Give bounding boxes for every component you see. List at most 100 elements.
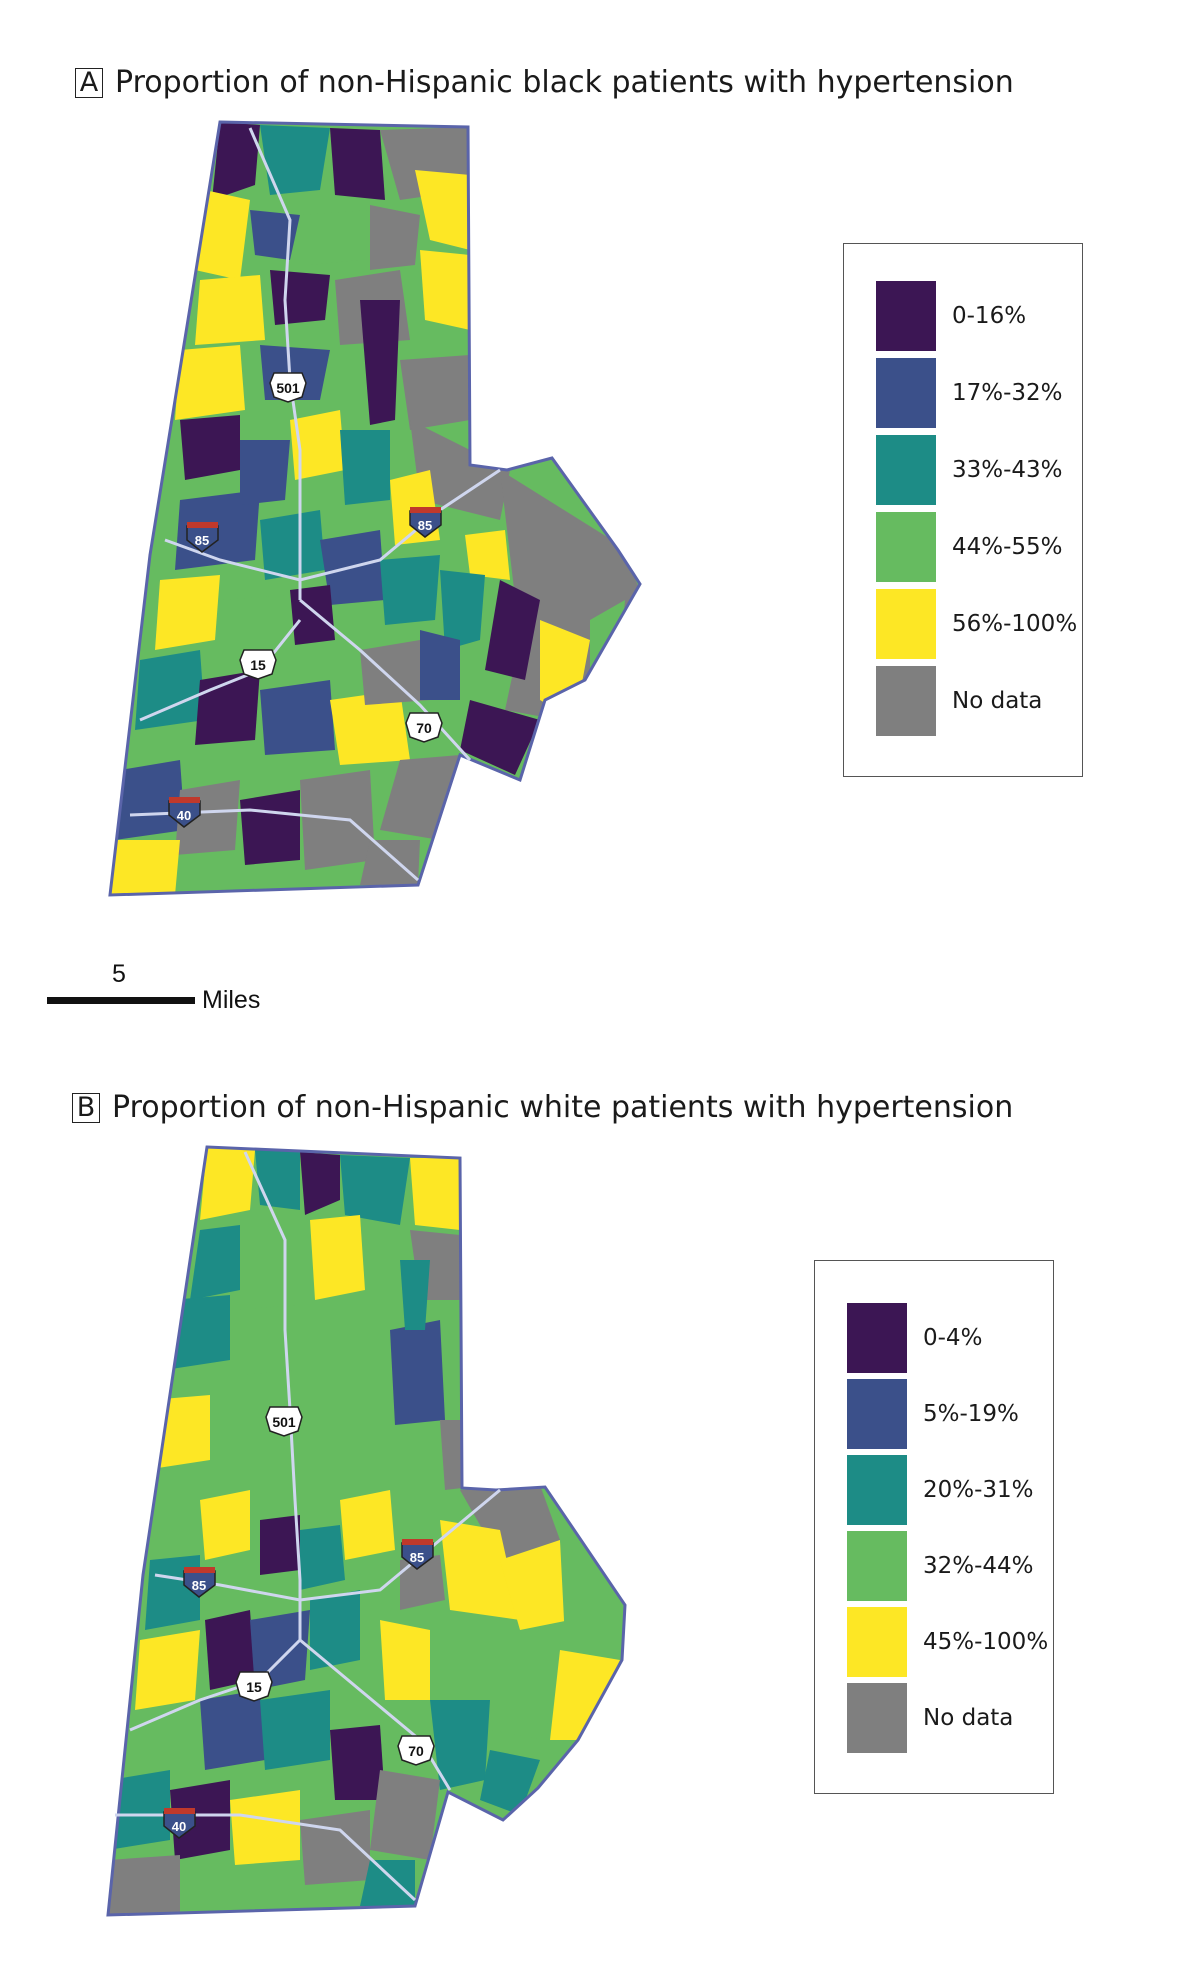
legend-b: 0-4% 5%-19% 20%-31% 32%-44% 45%-100% No … <box>814 1260 1054 1794</box>
map-a-region <box>380 555 440 625</box>
legend-a: 0-16% 17%-32% 33%-43% 44%-55% 56%-100% N… <box>843 243 1083 777</box>
i40-shield-icon: 40 <box>168 797 201 828</box>
map-b-region <box>440 1420 462 1490</box>
i85-west-shield-label: 85 <box>192 1578 206 1593</box>
map-b-region <box>260 1690 330 1770</box>
map-a-region <box>300 210 370 265</box>
scale-bar-unit: Miles <box>202 986 261 1014</box>
i85-west-shield-icon: 85 <box>183 1567 216 1598</box>
map-b-region <box>250 1610 310 1690</box>
map-a-region <box>195 275 265 345</box>
map-b-region <box>400 1555 445 1610</box>
i40-shield-icon: 40 <box>163 1808 196 1839</box>
us-15-shield-icon: 15 <box>239 649 277 680</box>
us-501-shield-icon: 501 <box>265 1406 303 1437</box>
legend-b-label: 20%-31% <box>923 1477 1034 1503</box>
map-b-region <box>380 1620 430 1700</box>
map-b-region <box>400 1260 430 1330</box>
map-b-region <box>360 1860 415 1906</box>
map-b-region <box>108 1770 170 1850</box>
us-15-shield-label: 15 <box>250 657 266 673</box>
legend-a-item: No data <box>876 666 1042 736</box>
map-a-region <box>360 840 420 885</box>
i85-east-shield-icon: 85 <box>409 507 442 538</box>
us-70-shield-icon: 70 <box>397 1735 435 1766</box>
legend-a-swatch <box>876 435 936 505</box>
legend-b-label: 32%-44% <box>923 1553 1034 1579</box>
map-b-region <box>490 1640 560 1740</box>
map-b-region <box>410 1158 460 1230</box>
us-70-shield-label: 70 <box>408 1743 424 1759</box>
panel-b-title-text: Proportion of non-Hispanic white patient… <box>112 1090 1014 1125</box>
map-b-region <box>390 1320 445 1425</box>
map-a-region <box>420 250 470 330</box>
map-a-region <box>290 585 335 645</box>
i85-east-shield-label: 85 <box>418 518 432 533</box>
legend-a-label: 33%-43% <box>952 457 1063 483</box>
map-a-region <box>220 595 290 665</box>
us-70-shield-icon: 70 <box>405 712 443 743</box>
legend-b-swatch <box>847 1531 907 1601</box>
legend-a-label: 17%-32% <box>952 380 1063 406</box>
map-a-region <box>420 630 460 700</box>
us-70-shield-label: 70 <box>416 720 432 736</box>
legend-a-label: No data <box>952 688 1043 714</box>
legend-a-swatch <box>876 666 936 736</box>
legend-a-item: 56%-100% <box>876 589 1077 659</box>
legend-a-swatch <box>876 589 936 659</box>
scale-bar-value: 5 <box>112 960 126 988</box>
legend-b-label: No data <box>923 1705 1014 1731</box>
map-a-region <box>290 410 345 480</box>
map-a-region <box>155 575 220 650</box>
legend-a-label: 44%-55% <box>952 534 1063 560</box>
map-a-region <box>195 190 250 280</box>
legend-a-label: 0-16% <box>952 303 1027 329</box>
map-b-region <box>255 1150 300 1210</box>
map-b-region <box>190 1225 240 1300</box>
map-a-region <box>270 270 330 325</box>
us-15-shield-icon: 15 <box>235 1671 273 1702</box>
legend-a-label: 56%-100% <box>952 611 1078 637</box>
map-a-region <box>410 420 510 520</box>
panel-a-title: A Proportion of non-Hispanic black patie… <box>75 65 1014 100</box>
i85-west-shield-label: 85 <box>195 533 209 548</box>
legend-a-swatch <box>876 512 936 582</box>
map-b-region <box>300 1810 370 1885</box>
map-a-region <box>460 700 540 775</box>
i40-shield-label: 40 <box>172 1819 186 1834</box>
legend-a-item: 17%-32% <box>876 358 1063 428</box>
map-a-region <box>440 570 485 650</box>
map-b-region <box>330 1725 385 1800</box>
legend-a-swatch <box>876 281 936 351</box>
legend-b-swatch <box>847 1379 907 1449</box>
us-501-shield-label: 501 <box>272 1414 296 1430</box>
map-a-region <box>485 580 540 680</box>
map-b-region <box>260 1515 300 1575</box>
map-a-region <box>340 430 390 505</box>
road-us70-a <box>299 598 472 762</box>
map-a-region <box>240 440 290 505</box>
map-a-region <box>195 670 260 745</box>
map-b-region <box>135 1630 200 1710</box>
map-b-region <box>340 1155 410 1225</box>
map-b-region <box>550 1650 620 1740</box>
panel-b-letter: B <box>72 1092 100 1123</box>
us-15-shield-label: 15 <box>246 1679 262 1695</box>
map-b-region <box>230 1790 300 1865</box>
map-b-region <box>145 1395 210 1470</box>
map-a-region <box>465 530 510 580</box>
map-a-region <box>370 205 420 270</box>
road-i85-a <box>164 468 501 582</box>
map-b-region <box>200 1690 265 1770</box>
map-b-region <box>200 1147 255 1220</box>
legend-b-item: 32%-44% <box>847 1531 1034 1601</box>
legend-b-item: 20%-31% <box>847 1455 1034 1525</box>
map-b-region <box>230 1305 305 1375</box>
map-b-region <box>200 1490 250 1560</box>
legend-b-swatch <box>847 1683 907 1753</box>
road-us70-b <box>299 1638 452 1791</box>
map-b-region <box>440 1520 520 1620</box>
map-a-region <box>330 690 410 765</box>
map-a-region <box>360 640 430 705</box>
